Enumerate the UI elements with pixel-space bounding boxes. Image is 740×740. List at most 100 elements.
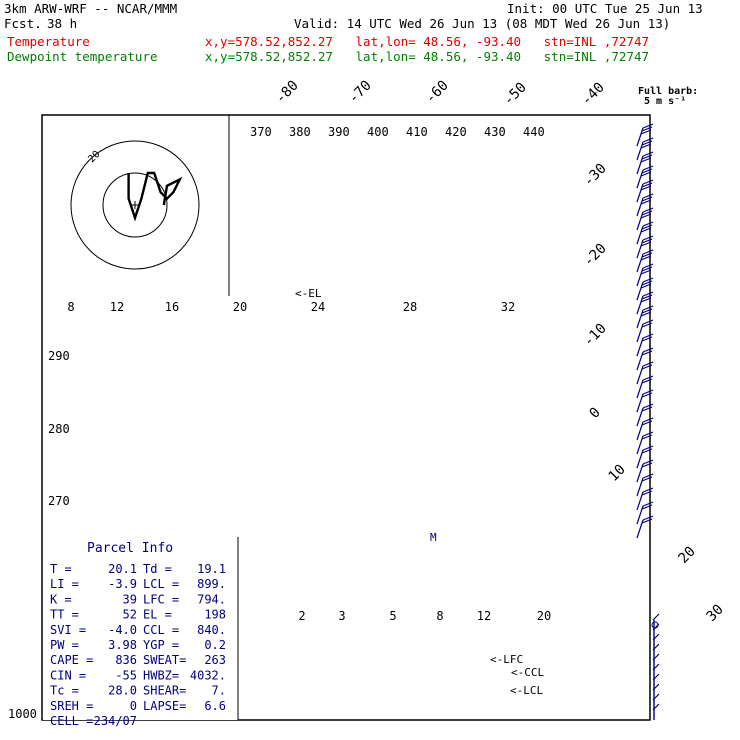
wind-barb-flag [642,277,654,283]
parcel-info-value: 3.98 [108,638,137,652]
parcel-info-key: LAPSE= [143,699,186,713]
parcel-info-value: -55 [115,668,137,682]
wind-barb-flag [642,319,654,325]
hodograph-speed-label: 24 [311,300,325,314]
parcel-info-key: YGP = [143,638,179,652]
wind-barb-flag [642,515,654,521]
wind-barb-flag [641,210,653,216]
parcel-info-key: Tc = [50,684,79,698]
temperature-legend: Temperature [7,34,90,49]
wind-barb-flag [641,462,653,468]
wind-barb-flag [641,266,653,272]
wind-barb-flag [641,294,653,300]
theta-e-label: 430 [484,125,506,139]
wind-barb-flag [641,392,653,398]
wind-barb-flag [640,199,652,205]
parcel-info-key: PW = [50,638,79,652]
wind-barb-flag [641,308,653,314]
wind-barb-flag [642,389,654,395]
wind-barb-flag [640,171,652,177]
wind-barb-flag [641,504,653,510]
isotherm-label: 30 [704,602,727,625]
wind-barb-flag [641,350,653,356]
parcel-info-value: 20.1 [108,562,137,576]
wind-barb-flag [642,431,654,437]
parcel-info-key: CIN = [50,668,86,682]
wind-barb-flag [641,168,653,174]
lfc-marker: <-LFC [490,653,523,666]
hodograph-ring [70,140,200,270]
theta-label: 270 [48,494,70,508]
isotherm-label: -50 [501,80,530,109]
mixing-ratio-label: 3 [338,609,345,623]
theta-e-label: 400 [367,125,389,139]
parcel-info-value: -3.9 [108,577,137,591]
hodograph-speed-label: 32 [501,300,515,314]
parcel-info-value: 794. [197,592,226,606]
wind-barb-flag [640,241,652,247]
wind-barb-flag [642,193,654,199]
wind-barb-flag [642,305,654,311]
parcel-info-key: CELL = [50,714,93,728]
theta-e-label: 420 [445,125,467,139]
wind-barb-flag [640,269,652,275]
parcel-info-value: 52 [123,608,137,622]
dewpoint-location: x,y=578.52,852.27 lat,lon= 48.56, -93.40… [205,49,650,64]
theta-label: 290 [48,349,70,363]
mixing-ratio-label: 20 [537,609,551,623]
wind-barb-flag [642,151,654,157]
isotherm-label: -80 [273,78,302,107]
wind-barb-flag [642,123,654,129]
temperature-location: x,y=578.52,852.27 lat,lon= 48.56, -93.40… [205,34,650,49]
wind-barb-flag [642,403,654,409]
parcel-info-value: 234/07 [94,714,137,728]
forecast-hours: 38 h [47,16,78,31]
parcel-info-value: 19.1 [197,562,226,576]
parcel-info-value: 836 [115,653,137,667]
wind-barb-flag [641,378,653,384]
parcel-info-value: 899. [197,577,226,591]
parcel-info-value: 840. [197,623,226,637]
wind-barb-flag [641,182,653,188]
wind-barb-flag [641,322,653,328]
init-time: Init: 00 UTC Tue 25 Jun 13 [507,1,703,16]
plot-frame [41,114,651,721]
parcel-info-title: Parcel Info [87,541,173,556]
hodograph-speed-label: 16 [165,300,179,314]
parcel-info-key: SHEAR= [143,684,186,698]
hodograph-trace [127,171,183,222]
wind-barb-flag [641,336,653,342]
theta-e-label: 390 [328,125,350,139]
wind-barb-flag [641,518,653,524]
wind-barb-flag [642,179,654,185]
parcel-info-value: 0.2 [204,638,226,652]
wind-barb-flag [641,476,653,482]
wind-barb-flag [642,473,654,479]
wind-barb-flag [641,140,653,146]
wind-barb-flag [642,137,654,143]
wind-barb-flag [641,238,653,244]
parcel-info-panel [43,537,238,720]
mixing-ratio-label: 5 [389,609,396,623]
theta-e-label: 440 [523,125,545,139]
parcel-info-key: CAPE = [50,653,93,667]
wind-barb-flag [642,221,654,227]
parcel-info-value: 6.6 [204,699,226,713]
parcel-info-key: LCL = [143,577,179,591]
wind-barb-flag [640,143,652,149]
hodograph-speed-label: 8 [67,300,74,314]
parcel-info-key: HWBZ= [143,668,179,682]
hodograph-speed-label: 12 [110,300,124,314]
parcel-info-value: 4032. [190,668,226,682]
isotherm-label: -20 [581,241,610,270]
wind-barb-flag [642,291,654,297]
el-marker: <-EL [295,287,322,300]
model-title: 3km ARW-WRF -- NCAR/MMM [4,1,178,16]
wind-barb-flag [641,196,653,202]
wind-barb-flag [641,154,653,160]
wind-barb-flag [640,157,652,163]
parcel-info-key: LI = [50,577,79,591]
isotherm-label: 10 [606,462,629,485]
parcel-info-key: CCL = [143,623,179,637]
